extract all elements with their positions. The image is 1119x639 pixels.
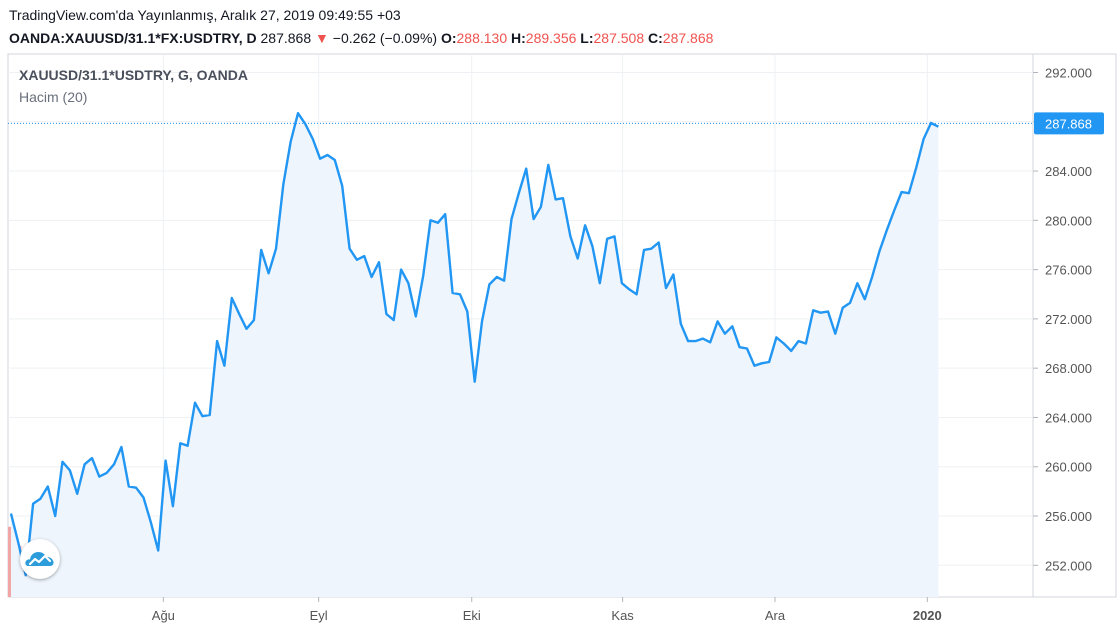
close-value: 287.868: [662, 30, 714, 46]
x-tick-label: Kas: [611, 608, 634, 623]
open-label: O:: [440, 30, 457, 46]
published-line: TradingView.com'da Yayınlanmış, Aralık 2…: [9, 7, 401, 23]
y-tick-label: 268.000: [1045, 361, 1092, 376]
last-price: 287.868: [260, 30, 312, 46]
y-tick-label: 280.000: [1045, 213, 1092, 228]
y-tick-label: 252.000: [1045, 558, 1092, 573]
last-price-badge-bg: [1034, 112, 1104, 135]
price-scale[interactable]: [1032, 53, 1117, 598]
change-value: −0.262 (−0.09%): [332, 30, 438, 46]
last-price-badge-label: 287.868: [1045, 116, 1092, 131]
x-tick-label: Ağu: [152, 608, 175, 623]
symbol-name[interactable]: OANDA:XAUUSD/31.1*FX:USDTRY, D: [9, 30, 257, 46]
low-label: L:: [580, 30, 594, 46]
price-area: [11, 113, 939, 597]
price-line: [9, 112, 939, 577]
close-label: C:: [648, 30, 663, 46]
y-tick-label: 284.000: [1045, 164, 1092, 179]
x-tick-label: Ara: [765, 608, 786, 623]
y-tick-label: 276.000: [1045, 263, 1092, 278]
y-tick-label: 256.000: [1045, 509, 1092, 524]
y-tick-label: 272.000: [1045, 312, 1092, 327]
tradingview-cloud-icon[interactable]: [20, 539, 60, 579]
y-tick-label: 260.000: [1045, 460, 1092, 475]
x-tick-label: Eki: [463, 608, 481, 623]
volume-legend[interactable]: Hacim (20): [19, 89, 88, 105]
low-value: 287.508: [593, 30, 645, 46]
y-tick-label: 292.000: [1045, 66, 1092, 81]
last-price-badge: 287.868: [1034, 112, 1104, 135]
x-tick-label: Eyl: [310, 608, 328, 623]
ohlc-line: OANDA:XAUUSD/31.1*FX:USDTRY, D 287.868 ▼…: [9, 30, 713, 46]
open-value: 288.130: [456, 30, 508, 46]
down-arrow-icon: ▼: [315, 30, 329, 46]
x-axis-ticks: Ağu Eyl Eki Kas Ara 2020: [152, 597, 942, 623]
y-tick-label: 264.000: [1045, 410, 1092, 425]
high-label: H:: [511, 30, 526, 46]
legend-title[interactable]: XAUUSD/31.1*USDTRY, G, OANDA: [19, 67, 248, 83]
high-value: 289.356: [525, 30, 577, 46]
x-tick-label: 2020: [913, 608, 942, 623]
